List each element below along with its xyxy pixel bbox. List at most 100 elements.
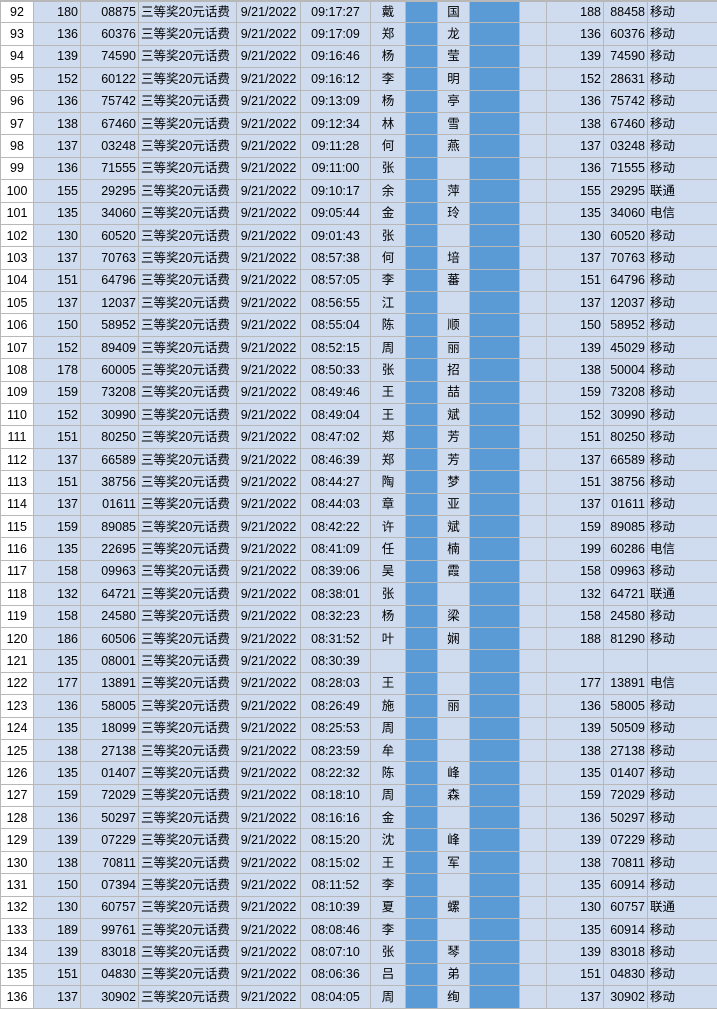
cell-surname[interactable]: 李 <box>371 68 406 90</box>
cell-givenname[interactable] <box>438 739 470 761</box>
cell-mask-1[interactable] <box>406 336 438 358</box>
cell-prize[interactable]: 三等奖20元话费 <box>139 68 237 90</box>
cell-mask-2[interactable] <box>470 538 520 560</box>
cell-surname[interactable]: 金 <box>371 807 406 829</box>
cell-mask-1[interactable] <box>406 292 438 314</box>
cell-suffix[interactable]: 08001 <box>81 650 139 672</box>
cell-givenname[interactable]: 明 <box>438 68 470 90</box>
cell-suffix[interactable]: 60520 <box>81 224 139 246</box>
cell-time[interactable]: 08:16:16 <box>301 807 371 829</box>
cell-surname[interactable]: 张 <box>371 157 406 179</box>
cell-givenname[interactable] <box>438 583 470 605</box>
cell-carrier[interactable]: 移动 <box>648 1 717 23</box>
cell-date[interactable]: 9/21/2022 <box>237 560 301 582</box>
cell-prize[interactable]: 三等奖20元话费 <box>139 247 237 269</box>
cell-carrier[interactable]: 移动 <box>648 112 717 134</box>
cell-mask-2[interactable] <box>470 247 520 269</box>
cell-date[interactable]: 9/21/2022 <box>237 672 301 694</box>
cell-suffix-2[interactable]: 27138 <box>604 739 648 761</box>
cell-givenname[interactable]: 森 <box>438 784 470 806</box>
cell-prefix[interactable]: 151 <box>34 963 81 985</box>
cell-gap[interactable] <box>520 180 547 202</box>
cell-prize[interactable]: 三等奖20元话费 <box>139 157 237 179</box>
cell-surname[interactable]: 许 <box>371 515 406 537</box>
cell-suffix[interactable]: 07229 <box>81 829 139 851</box>
cell-prefix[interactable]: 137 <box>34 493 81 515</box>
cell-prize[interactable]: 三等奖20元话费 <box>139 1 237 23</box>
cell-prefix[interactable]: 137 <box>34 135 81 157</box>
cell-date[interactable]: 9/21/2022 <box>237 650 301 672</box>
row-header[interactable]: 132 <box>1 896 34 918</box>
cell-mask-2[interactable] <box>470 471 520 493</box>
cell-prefix[interactable]: 159 <box>34 515 81 537</box>
cell-surname[interactable]: 周 <box>371 784 406 806</box>
cell-suffix-2[interactable]: 64721 <box>604 583 648 605</box>
cell-time[interactable]: 08:23:59 <box>301 739 371 761</box>
cell-date[interactable]: 9/21/2022 <box>237 23 301 45</box>
cell-date[interactable]: 9/21/2022 <box>237 963 301 985</box>
row-header[interactable]: 100 <box>1 180 34 202</box>
cell-suffix-2[interactable]: 60520 <box>604 224 648 246</box>
cell-suffix-2[interactable]: 58005 <box>604 695 648 717</box>
cell-gap[interactable] <box>520 404 547 426</box>
row-header[interactable]: 126 <box>1 762 34 784</box>
row-header[interactable]: 133 <box>1 919 34 941</box>
cell-gap[interactable] <box>520 807 547 829</box>
cell-surname[interactable]: 夏 <box>371 896 406 918</box>
cell-prefix[interactable]: 150 <box>34 314 81 336</box>
cell-date[interactable]: 9/21/2022 <box>237 583 301 605</box>
cell-gap[interactable] <box>520 672 547 694</box>
cell-mask-1[interactable] <box>406 874 438 896</box>
cell-mask-2[interactable] <box>470 269 520 291</box>
cell-mask-2[interactable] <box>470 941 520 963</box>
cell-prize[interactable]: 三等奖20元话费 <box>139 986 237 1008</box>
cell-gap[interactable] <box>520 538 547 560</box>
cell-prize[interactable]: 三等奖20元话费 <box>139 919 237 941</box>
cell-prefix[interactable]: 159 <box>34 784 81 806</box>
cell-suffix[interactable]: 74590 <box>81 45 139 67</box>
cell-surname[interactable]: 何 <box>371 135 406 157</box>
cell-carrier[interactable]: 移动 <box>648 986 717 1008</box>
cell-surname[interactable]: 叶 <box>371 627 406 649</box>
cell-carrier[interactable]: 移动 <box>648 829 717 851</box>
cell-date[interactable]: 9/21/2022 <box>237 896 301 918</box>
row-header[interactable]: 99 <box>1 157 34 179</box>
cell-prize[interactable]: 三等奖20元话费 <box>139 650 237 672</box>
cell-prize[interactable]: 三等奖20元话费 <box>139 851 237 873</box>
cell-prefix-2[interactable]: 155 <box>547 180 604 202</box>
cell-suffix-2[interactable]: 60286 <box>604 538 648 560</box>
cell-prefix-2[interactable]: 137 <box>547 448 604 470</box>
cell-prefix-2[interactable]: 136 <box>547 23 604 45</box>
cell-prefix-2[interactable]: 152 <box>547 404 604 426</box>
cell-suffix[interactable]: 70763 <box>81 247 139 269</box>
cell-mask-1[interactable] <box>406 851 438 873</box>
cell-givenname[interactable]: 顺 <box>438 314 470 336</box>
cell-surname[interactable]: 吴 <box>371 560 406 582</box>
cell-prefix[interactable]: 152 <box>34 68 81 90</box>
cell-time[interactable]: 08:46:39 <box>301 448 371 470</box>
cell-surname[interactable]: 张 <box>371 941 406 963</box>
cell-prefix[interactable]: 189 <box>34 919 81 941</box>
cell-time[interactable]: 08:42:22 <box>301 515 371 537</box>
cell-mask-1[interactable] <box>406 515 438 537</box>
cell-prefix-2[interactable]: 137 <box>547 292 604 314</box>
cell-suffix[interactable]: 83018 <box>81 941 139 963</box>
cell-gap[interactable] <box>520 493 547 515</box>
cell-surname[interactable]: 江 <box>371 292 406 314</box>
cell-givenname[interactable]: 楠 <box>438 538 470 560</box>
cell-carrier[interactable]: 移动 <box>648 247 717 269</box>
row-header[interactable]: 130 <box>1 851 34 873</box>
cell-surname[interactable]: 陈 <box>371 314 406 336</box>
cell-gap[interactable] <box>520 269 547 291</box>
cell-surname[interactable]: 郑 <box>371 448 406 470</box>
cell-mask-2[interactable] <box>470 493 520 515</box>
cell-time[interactable]: 08:57:38 <box>301 247 371 269</box>
cell-time[interactable]: 08:39:06 <box>301 560 371 582</box>
cell-date[interactable]: 9/21/2022 <box>237 448 301 470</box>
cell-prize[interactable]: 三等奖20元话费 <box>139 448 237 470</box>
cell-time[interactable]: 08:31:52 <box>301 627 371 649</box>
cell-carrier[interactable]: 电信 <box>648 538 717 560</box>
